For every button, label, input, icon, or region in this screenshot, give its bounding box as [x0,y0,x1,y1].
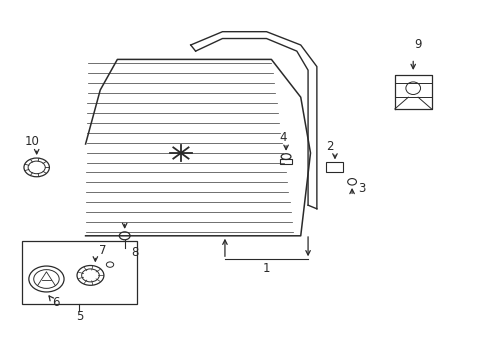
Bar [22,241,137,304]
Text: 3: 3 [357,183,365,195]
Text: 7: 7 [99,244,106,257]
Text: 1: 1 [262,262,270,275]
Text: 8: 8 [130,246,138,258]
Text: 10: 10 [24,135,39,148]
Text: 2: 2 [325,140,333,153]
Text: 5: 5 [76,310,83,323]
Bar [279,159,292,164]
Text: 6: 6 [52,296,60,309]
Text: 4: 4 [279,131,287,144]
Bar [325,162,343,172]
Text: 9: 9 [413,39,421,51]
